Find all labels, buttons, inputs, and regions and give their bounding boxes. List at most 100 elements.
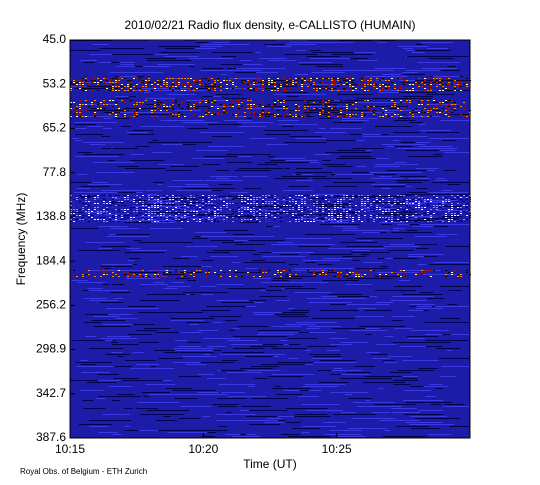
texture-burst (157, 80, 159, 81)
x-tick-label: 10:25 (322, 442, 352, 456)
texture-burst (439, 84, 441, 85)
texture-burst (202, 207, 204, 208)
texture-burst (70, 102, 72, 103)
texture-burst (226, 112, 228, 113)
texture-streak (310, 50, 322, 51)
texture-burst (427, 270, 429, 271)
texture-streak (273, 100, 310, 101)
texture-burst (139, 108, 141, 109)
texture-burst (268, 199, 270, 200)
texture-burst (259, 209, 261, 210)
texture-burst (109, 203, 111, 204)
texture-streak (110, 292, 131, 293)
texture-burst (337, 80, 339, 81)
texture-burst (139, 274, 141, 275)
texture-burst (130, 80, 132, 81)
texture-burst (385, 209, 387, 210)
texture-burst (385, 86, 387, 87)
texture-burst (352, 114, 354, 115)
texture-burst (337, 86, 339, 87)
texture-streak (118, 76, 137, 77)
texture-burst (160, 104, 162, 105)
texture-streak (445, 246, 470, 247)
texture-burst (220, 104, 222, 105)
texture-burst (298, 209, 300, 210)
texture-burst (94, 207, 96, 208)
texture-streak (295, 172, 332, 173)
texture-burst (403, 217, 405, 218)
texture-burst (214, 84, 216, 85)
texture-burst (229, 209, 231, 210)
texture-burst (88, 201, 90, 202)
texture-burst (76, 108, 78, 109)
texture-streak (436, 194, 460, 195)
texture-burst (79, 112, 81, 113)
texture-burst (445, 276, 447, 277)
texture-burst (103, 211, 105, 212)
texture-burst (190, 110, 192, 111)
texture-burst (292, 80, 294, 81)
texture-burst (466, 207, 468, 208)
texture-streak (421, 68, 458, 69)
texture-burst (250, 219, 252, 220)
texture-streak (329, 430, 362, 431)
texture-burst (133, 211, 135, 212)
texture-burst (448, 221, 450, 222)
texture-streak (309, 78, 347, 79)
texture-burst (295, 203, 297, 204)
texture-burst (118, 195, 120, 196)
texture-burst (136, 209, 138, 210)
texture-burst (322, 221, 324, 222)
texture-burst (172, 205, 174, 206)
texture-burst (337, 274, 339, 275)
texture-burst (124, 110, 126, 111)
texture-streak (84, 62, 95, 63)
texture-burst (304, 80, 306, 81)
texture-burst (154, 195, 156, 196)
texture-burst (208, 100, 210, 101)
texture-streak (383, 436, 427, 437)
texture-streak (165, 388, 193, 389)
texture-burst (334, 215, 336, 216)
texture-burst (169, 215, 171, 216)
texture-burst (172, 197, 174, 198)
texture-burst (421, 217, 423, 218)
texture-streak (238, 72, 279, 73)
texture-burst (403, 114, 405, 115)
texture-streak (112, 148, 139, 149)
texture-burst (133, 203, 135, 204)
texture-burst (307, 270, 309, 271)
texture-burst (70, 108, 72, 109)
texture-burst (112, 221, 114, 222)
texture-streak (414, 78, 422, 79)
texture-streak (89, 54, 126, 55)
texture-burst (262, 197, 264, 198)
texture-streak (92, 382, 102, 383)
texture-streak (180, 406, 212, 407)
texture-streak (314, 154, 331, 155)
texture-burst (70, 78, 72, 79)
texture-burst (109, 195, 111, 196)
texture-burst (301, 217, 303, 218)
texture-burst (274, 274, 276, 275)
texture-burst (214, 209, 216, 210)
texture-burst (391, 106, 393, 107)
texture-streak (223, 302, 248, 303)
texture-burst (73, 221, 75, 222)
texture-streak (337, 296, 370, 297)
texture-burst (436, 197, 438, 198)
texture-burst (118, 203, 120, 204)
texture-burst (397, 106, 399, 107)
texture-burst (166, 213, 168, 214)
texture-streak (403, 202, 447, 203)
texture-burst (136, 78, 138, 79)
texture-burst (214, 205, 216, 206)
texture-burst (151, 195, 153, 196)
texture-streak (285, 408, 315, 409)
texture-burst (235, 116, 237, 117)
texture-streak (288, 308, 295, 309)
texture-burst (445, 110, 447, 111)
texture-burst (85, 213, 87, 214)
texture-streak (154, 196, 160, 197)
texture-burst (223, 108, 225, 109)
